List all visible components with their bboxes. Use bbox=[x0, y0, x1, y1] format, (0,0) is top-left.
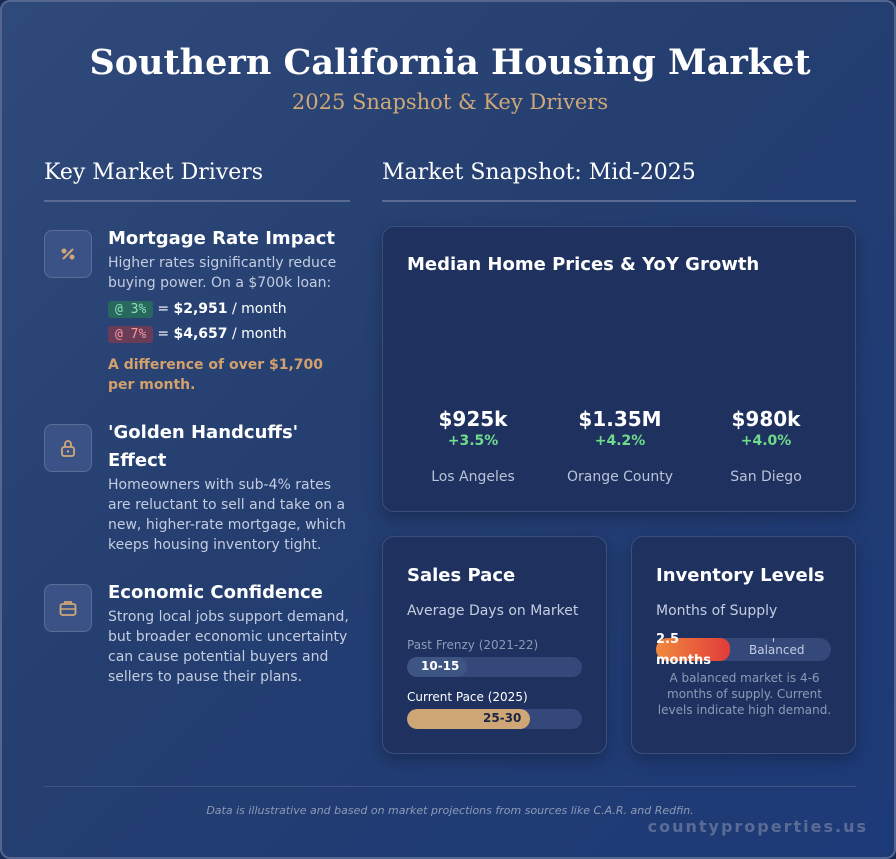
price-los-angeles: $925k bbox=[438, 407, 508, 431]
median-prices-card: Median Home Prices & YoY Growth $925k +3… bbox=[382, 226, 856, 512]
current-pace-label: Current Pace (2025) bbox=[407, 690, 528, 704]
watermark: countyproperties.us bbox=[647, 817, 868, 836]
inventory-card-subtitle: Months of Supply bbox=[656, 603, 778, 619]
rate-badge-7: @ 7% bbox=[108, 326, 154, 343]
rate-unit: / month bbox=[227, 326, 287, 342]
rate-eq: = bbox=[157, 326, 174, 342]
past-pace-label: Past Frenzy (2021-22) bbox=[407, 638, 539, 652]
briefcase-icon bbox=[44, 584, 92, 632]
percent-icon bbox=[44, 230, 92, 278]
inventory-value: 2.5 months bbox=[656, 632, 711, 668]
region-orange-county: Orange County bbox=[566, 469, 674, 485]
snapshot-heading: Market Snapshot: Mid-2025 bbox=[382, 160, 696, 185]
rate-line-7: @ 7% = $4,657 / month bbox=[108, 326, 287, 343]
driver-title-handcuffs-line2: Effect bbox=[108, 450, 167, 471]
current-pace-value: 25-30 bbox=[483, 711, 522, 725]
driver-text-mortgage: Higher rates significantly reduce buying… bbox=[108, 255, 337, 291]
prices-card-title: Median Home Prices & YoY Growth bbox=[407, 254, 760, 275]
inventory-fill bbox=[656, 638, 730, 661]
past-pace-value: 10-15 bbox=[421, 659, 460, 673]
sales-card-title: Sales Pace bbox=[407, 565, 516, 586]
rate-unit: / month bbox=[227, 301, 287, 317]
driver-title-handcuffs: 'Golden Handcuffs' bbox=[108, 422, 299, 443]
growth-san-diego: +4.0% bbox=[740, 433, 792, 449]
growth-orange-county: +4.2% bbox=[594, 433, 646, 449]
growth-los-angeles: +3.5% bbox=[447, 433, 499, 449]
drivers-divider bbox=[44, 200, 350, 202]
rate-eq: = bbox=[157, 301, 174, 317]
region-san-diego: San Diego bbox=[730, 469, 802, 485]
rate-difference-note: A difference of over $1,700 per month. bbox=[108, 357, 324, 393]
lock-icon bbox=[44, 424, 92, 472]
page-title: Southern California Housing Market bbox=[89, 42, 811, 83]
rate-amount-7: $4,657 bbox=[173, 326, 228, 342]
driver-title-mortgage: Mortgage Rate Impact bbox=[108, 228, 335, 249]
page-subtitle: 2025 Snapshot & Key Drivers bbox=[291, 90, 609, 114]
driver-text-economy: Strong local jobs support demand, but br… bbox=[108, 609, 349, 685]
driver-text-handcuffs: Homeowners with sub-4% rates are relucta… bbox=[108, 477, 346, 553]
footer-disclaimer: Data is illustrative and based on market… bbox=[206, 804, 694, 817]
rate-line-3: @ 3% = $2,951 / month bbox=[108, 301, 287, 318]
sales-card-subtitle: Average Days on Market bbox=[407, 603, 579, 619]
inventory-card: Inventory Levels Months of Supply Balanc… bbox=[631, 536, 856, 754]
current-pace-track: 25-30 bbox=[407, 709, 582, 729]
sales-pace-card: Sales Pace Average Days on Market Past F… bbox=[382, 536, 607, 754]
inventory-card-title: Inventory Levels bbox=[656, 565, 825, 586]
price-san-diego: $980k bbox=[731, 407, 801, 431]
region-los-angeles: Los Angeles bbox=[431, 469, 515, 485]
snapshot-divider bbox=[382, 200, 856, 202]
inventory-track: Balanced bbox=[656, 638, 831, 661]
current-pace-fill bbox=[407, 709, 530, 729]
rate-badge-3: @ 3% bbox=[108, 301, 154, 318]
past-pace-fill bbox=[407, 657, 467, 677]
driver-title-economy: Economic Confidence bbox=[108, 582, 323, 603]
drivers-heading: Key Market Drivers bbox=[44, 160, 264, 185]
balanced-label: Balanced bbox=[749, 643, 805, 657]
inventory-note: A balanced market is 4-6 months of suppl… bbox=[657, 671, 832, 717]
past-pace-track: 10-15 bbox=[407, 657, 582, 677]
rate-amount-3: $2,951 bbox=[173, 301, 228, 317]
footer-divider bbox=[44, 786, 856, 787]
price-orange-county: $1.35M bbox=[578, 407, 662, 431]
balanced-marker bbox=[773, 638, 774, 642]
